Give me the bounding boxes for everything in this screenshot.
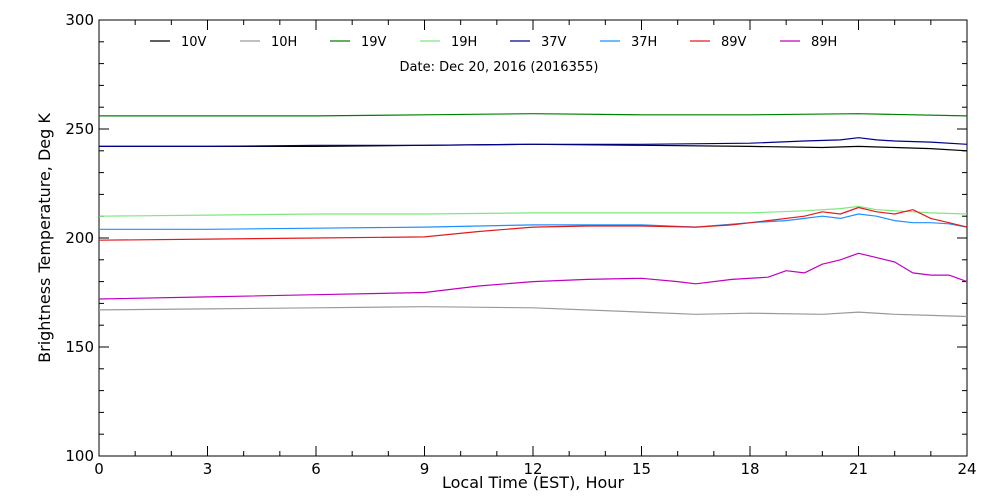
series-line-37v: [99, 137, 968, 147]
legend: 10V 10H 19V 19H 37V 37H 89V 89H: [150, 35, 837, 50]
plot-frame: [98, 19, 968, 457]
y-tick-label: 100: [65, 447, 94, 465]
x-tick-label: 6: [311, 460, 321, 478]
x-tick-label: 18: [740, 460, 759, 478]
series-line-19v: [99, 113, 968, 117]
legend-label: 89H: [811, 35, 837, 50]
x-tick-label: 21: [849, 460, 868, 478]
axis-ticks: [98, 19, 968, 457]
series-line-89h: [98, 252, 968, 300]
y-tick-label: 150: [65, 338, 94, 356]
chart-subtitle: Date: Dec 20, 2016 (2016355): [400, 60, 599, 75]
series-line-19h: [98, 205, 968, 217]
legend-label: 37H: [631, 35, 657, 50]
x-tick-label: 9: [420, 460, 430, 478]
legend-label: 89V: [721, 35, 747, 50]
series-line-10v: [99, 143, 968, 152]
series-lines: [98, 113, 968, 318]
x-tick-label: 24: [957, 460, 976, 478]
x-tick-label: 15: [632, 460, 651, 478]
legend-label: 10H: [271, 35, 297, 50]
x-tick-label: 3: [203, 460, 213, 478]
tick-labels: 0 3 6 9 12 15 18 21 24 100 150 200 250 300: [65, 11, 976, 478]
x-axis-title: Local Time (EST), Hour: [442, 473, 624, 492]
y-tick-label: 200: [65, 229, 94, 247]
x-tick-label: 0: [94, 460, 104, 478]
x-tick-label: 12: [523, 460, 542, 478]
y-tick-label: 300: [65, 11, 94, 29]
series-line-37h: [99, 213, 968, 230]
legend-label: 10V: [181, 35, 207, 50]
legend-label: 19H: [451, 35, 477, 50]
series-line-10h: [98, 306, 968, 318]
legend-label: 19V: [361, 35, 387, 50]
series-line-89v: [98, 206, 968, 241]
legend-label: 37V: [541, 35, 567, 50]
y-tick-label: 250: [65, 120, 94, 138]
y-axis-title: Brightness Temperature, Deg K: [35, 113, 54, 363]
